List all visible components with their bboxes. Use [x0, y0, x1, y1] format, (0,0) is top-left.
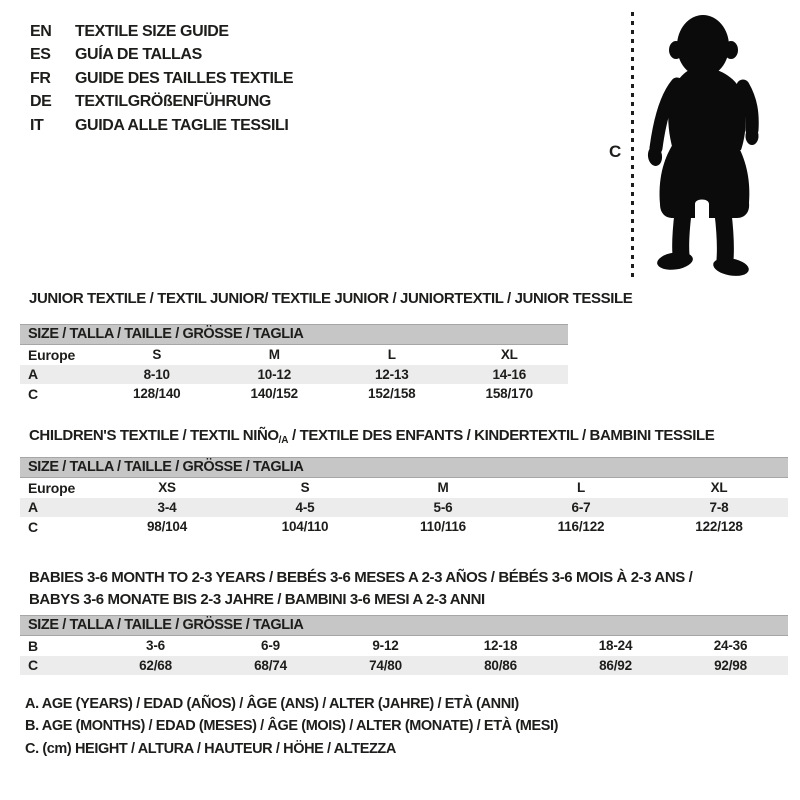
- section-title-babies: BABIES 3-6 MONTH TO 2-3 YEARS / BEBÉS 3-…: [29, 567, 693, 611]
- size-cell: 128/140: [133, 386, 181, 402]
- size-cell: 7-8: [709, 499, 729, 515]
- size-cell: 12-18: [483, 638, 518, 654]
- table-row: B 3-6 6-9 9-12 12-18 18-24 24-36: [20, 636, 788, 656]
- toddler-silhouette-icon: [647, 15, 759, 276]
- footnotes: A. AGE (YEARS) / EDAD (AÑOS) / ÂGE (ANS)…: [25, 693, 558, 760]
- size-header-bar: SIZE / TALLA / TAILLE / GRÖSSE / TAGLIA: [20, 615, 788, 636]
- size-cell: 8-10: [143, 366, 170, 382]
- size-cell: 3-6: [146, 638, 165, 654]
- language-label: GUÍA DE TALLAS: [75, 46, 202, 64]
- size-cell: 152/158: [368, 386, 416, 402]
- size-cell: 6-9: [261, 638, 280, 654]
- section-title-children: CHILDREN'S TEXTILE / TEXTIL NIÑO/A / TEX…: [29, 427, 715, 449]
- size-cell: 12-13: [374, 366, 409, 382]
- size-cell: S: [300, 480, 310, 496]
- table-row: A 8-10 10-12 12-13 14-16: [20, 364, 568, 384]
- size-cell: M: [268, 347, 280, 363]
- language-row: IT GUIDA ALLE TAGLIE TESSILI: [30, 114, 293, 138]
- size-cell: 62/68: [139, 657, 172, 673]
- size-cell: 92/98: [714, 657, 747, 673]
- size-cell: 98/104: [146, 519, 188, 535]
- size-cell: 158/170: [485, 386, 534, 402]
- size-cell: 6-7: [571, 499, 591, 515]
- size-cell: 74/80: [369, 657, 402, 673]
- language-label: TEXTILGRÖßENFÜHRUNG: [75, 93, 271, 111]
- language-row: ES GUÍA DE TALLAS: [30, 44, 293, 68]
- row-label: C: [28, 518, 38, 535]
- title-text: / TEXTILE DES ENFANTS / KINDERTEXTIL / B…: [288, 427, 715, 444]
- language-row: FR GUIDE DES TAILLES TEXTILE: [30, 67, 294, 91]
- size-cell: L: [387, 347, 396, 363]
- size-cell: 4-5: [295, 499, 315, 515]
- language-label: GUIDE DES TAILLES TEXTILE: [75, 69, 294, 87]
- size-cell: 68/74: [254, 657, 287, 673]
- row-label: A: [28, 499, 38, 516]
- row-label: Europe: [28, 479, 76, 496]
- table-row: C 128/140 140/152 152/158 158/170: [20, 384, 568, 404]
- height-measure-dashed-line: [631, 12, 634, 280]
- size-cell: 18-24: [598, 638, 633, 654]
- footnote-height-cm: C. (cm) HEIGHT / ALTURA / HAUTEUR / HÖHE…: [25, 740, 396, 757]
- language-code: IT: [30, 116, 44, 134]
- size-cell: 24-36: [713, 638, 748, 654]
- table-row: A 3-4 4-5 5-6 6-7 7-8: [20, 497, 788, 517]
- language-code: EN: [30, 22, 52, 40]
- language-label: GUIDA ALLE TAGLIE TESSILI: [75, 116, 289, 134]
- language-row: EN TEXTILE SIZE GUIDE: [30, 20, 293, 44]
- size-cell: S: [152, 347, 162, 363]
- footnote-age-years: A. AGE (YEARS) / EDAD (AÑOS) / ÂGE (ANS)…: [25, 696, 519, 712]
- footnote-age-months: B. AGE (MONTHS) / EDAD (MESES) / ÂGE (MO…: [25, 718, 559, 735]
- height-measure-label: C: [609, 142, 621, 161]
- size-cell: 10-12: [257, 366, 292, 382]
- language-list: EN TEXTILE SIZE GUIDE ES GUÍA DE TALLAS …: [30, 20, 294, 138]
- size-header-bar: SIZE / TALLA / TAILLE / GRÖSSE / TAGLIA: [20, 324, 568, 345]
- language-code: FR: [30, 69, 51, 87]
- babies-size-table: SIZE / TALLA / TAILLE / GRÖSSE / TAGLIA …: [20, 615, 788, 675]
- size-cell: XL: [710, 480, 728, 496]
- size-cell: XS: [158, 480, 176, 496]
- table-row: Europe XS S M L XL: [20, 478, 788, 498]
- title-line: BABYS 3-6 MONATE BIS 2-3 JAHRE / BAMBINI…: [29, 591, 485, 608]
- size-cell: 3-4: [157, 499, 177, 515]
- size-cell: 9-12: [372, 638, 399, 654]
- language-code: DE: [30, 93, 52, 111]
- row-label: Europe: [28, 346, 76, 363]
- title-text: CHILDREN'S TEXTILE / TEXTIL NIÑO: [29, 427, 279, 444]
- row-label: C: [28, 385, 38, 402]
- size-cell: XL: [500, 347, 518, 363]
- size-cell: 86/92: [599, 657, 632, 673]
- table-row: Europe S M L XL: [20, 345, 568, 365]
- table-row: C 62/68 68/74 74/80 80/86 86/92 92/98: [20, 655, 788, 675]
- row-label: C: [28, 657, 38, 674]
- language-label: TEXTILE SIZE GUIDE: [75, 22, 229, 40]
- title-line: BABIES 3-6 MONTH TO 2-3 YEARS / BEBÉS 3-…: [29, 569, 693, 586]
- language-code: ES: [30, 46, 51, 64]
- size-cell: 14-16: [492, 366, 527, 382]
- size-cell: 116/122: [557, 519, 605, 535]
- size-cell: 5-6: [433, 499, 453, 515]
- junior-size-table: SIZE / TALLA / TAILLE / GRÖSSE / TAGLIA …: [20, 324, 568, 404]
- section-title-junior: JUNIOR TEXTILE / TEXTIL JUNIOR/ TEXTILE …: [29, 290, 633, 307]
- children-size-table: SIZE / TALLA / TAILLE / GRÖSSE / TAGLIA …: [20, 457, 788, 537]
- size-cell: 80/86: [484, 657, 517, 673]
- table-row: C 98/104 104/110 110/116 116/122 122/128: [20, 517, 788, 537]
- size-cell: M: [437, 480, 449, 496]
- size-cell: 122/128: [695, 519, 743, 535]
- size-cell: L: [576, 480, 586, 496]
- row-label: A: [28, 366, 38, 383]
- size-cell: 110/116: [420, 519, 466, 535]
- title-subscript: /A: [278, 435, 289, 446]
- language-row: DE TEXTILGRÖßENFÜHRUNG: [30, 91, 293, 115]
- row-label: B: [28, 637, 38, 654]
- size-cell: 104/110: [281, 519, 329, 535]
- size-header-bar: SIZE / TALLA / TAILLE / GRÖSSE / TAGLIA: [20, 457, 788, 478]
- size-cell: 140/152: [250, 386, 299, 402]
